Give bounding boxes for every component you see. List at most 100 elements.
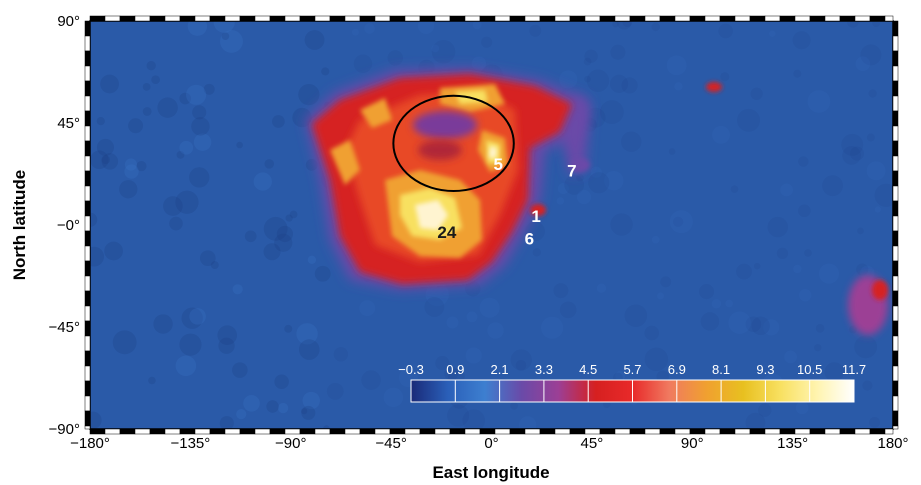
texture-speck (213, 21, 235, 33)
texture-speck (169, 216, 183, 231)
texture-speck (793, 264, 802, 274)
texture-speck (518, 416, 537, 429)
texture-speck (217, 325, 238, 345)
colorbar-tick-label: 10.5 (797, 362, 822, 377)
texture-speck (711, 298, 722, 309)
texture-speck (90, 246, 105, 267)
texture-speck (128, 118, 144, 134)
frame-segment (419, 428, 436, 435)
frame-segment (239, 428, 256, 435)
frame-segment (104, 428, 121, 435)
frame-segment (884, 428, 894, 435)
texture-speck (90, 212, 98, 227)
frame-segment (84, 260, 91, 277)
frame-segment (164, 428, 181, 435)
frame-segment (84, 50, 91, 67)
frame-segment (764, 15, 781, 22)
frame-segment (84, 170, 91, 187)
frame-segment (84, 245, 91, 262)
texture-speck (321, 67, 330, 76)
frame-segment (689, 15, 706, 22)
frame-segment (149, 428, 166, 435)
texture-speck (435, 356, 450, 371)
anomaly-shape (489, 146, 497, 158)
y-tick-label: −45° (49, 319, 80, 336)
texture-speck (232, 362, 248, 378)
texture-speck (236, 141, 243, 149)
texture-speck (624, 304, 648, 327)
texture-speck (793, 69, 802, 78)
texture-speck (425, 282, 449, 307)
texture-speck (674, 82, 683, 91)
frame-segment (892, 200, 899, 217)
texture-speck (179, 140, 194, 155)
texture-speck (263, 243, 281, 261)
texture-speck (804, 249, 812, 257)
colorbar-tick-label: 4.5 (579, 362, 597, 377)
texture-speck (769, 30, 776, 37)
texture-speck (148, 376, 156, 385)
frame-segment (389, 428, 406, 435)
frame-segment (84, 425, 91, 430)
x-tick-label: 0° (484, 435, 498, 452)
texture-speck (218, 337, 235, 354)
texture-speck (96, 138, 115, 156)
texture-speck (584, 49, 598, 63)
frame-segment (299, 15, 316, 22)
site-label: 7 (567, 162, 576, 181)
frame-segment (194, 428, 211, 435)
texture-speck (431, 40, 456, 64)
frame-segment (224, 428, 241, 435)
frame-segment (464, 428, 481, 435)
texture-speck (866, 161, 886, 181)
frame-segment (599, 428, 616, 435)
frame-segment (194, 15, 211, 22)
frame-segment (614, 15, 631, 22)
frame-segment (359, 15, 376, 22)
frame-segment (419, 15, 436, 22)
texture-speck (466, 311, 478, 323)
colorbar-ticks: −0.3 0.9 2.1 3.3 4.5 5.7 6.9 8.1 9.3 10.5 11.7 (398, 362, 866, 402)
texture-speck (644, 347, 669, 372)
frame-segment (84, 185, 91, 202)
frame-segment (509, 428, 526, 435)
frame-segment (824, 15, 841, 22)
frame-segment (734, 15, 751, 22)
texture-speck (644, 325, 660, 341)
map-plot-area (90, 21, 893, 429)
texture-speck (359, 300, 376, 317)
texture-speck (872, 21, 881, 27)
frame-segment (374, 428, 391, 435)
texture-speck (104, 241, 123, 261)
frame-segment (84, 335, 91, 352)
frame-segment (892, 365, 899, 382)
texture-speck (219, 416, 234, 429)
texture-speck (553, 283, 569, 299)
anomaly-shape (872, 280, 888, 300)
x-axis-ticks: −180° −135° −90° −45° 0° 45° 90° 135° 180° (70, 435, 908, 452)
frame-segment (892, 290, 899, 307)
frame-segment (84, 380, 91, 397)
x-tick-label: 45° (581, 435, 604, 452)
texture-speck (784, 350, 798, 364)
frame-segment (84, 215, 91, 232)
frame-segment (892, 20, 899, 37)
frame-segment (329, 15, 346, 22)
frame-segment (892, 230, 899, 247)
texture-speck (136, 161, 147, 172)
frame-segment (892, 425, 899, 430)
frame-segment (892, 185, 899, 202)
texture-speck (276, 225, 294, 243)
texture-speck (596, 283, 607, 293)
frame-segment (84, 35, 91, 52)
frame-segment (224, 15, 241, 22)
frame-segment (892, 125, 899, 142)
texture-speck (236, 408, 247, 420)
frame-segment (629, 15, 646, 22)
texture-speck (101, 153, 119, 170)
frame-segment (254, 428, 271, 435)
x-tick-label: 135° (777, 435, 808, 452)
texture-speck (798, 204, 811, 218)
frame-segment (344, 428, 361, 435)
texture-speck (191, 117, 210, 136)
